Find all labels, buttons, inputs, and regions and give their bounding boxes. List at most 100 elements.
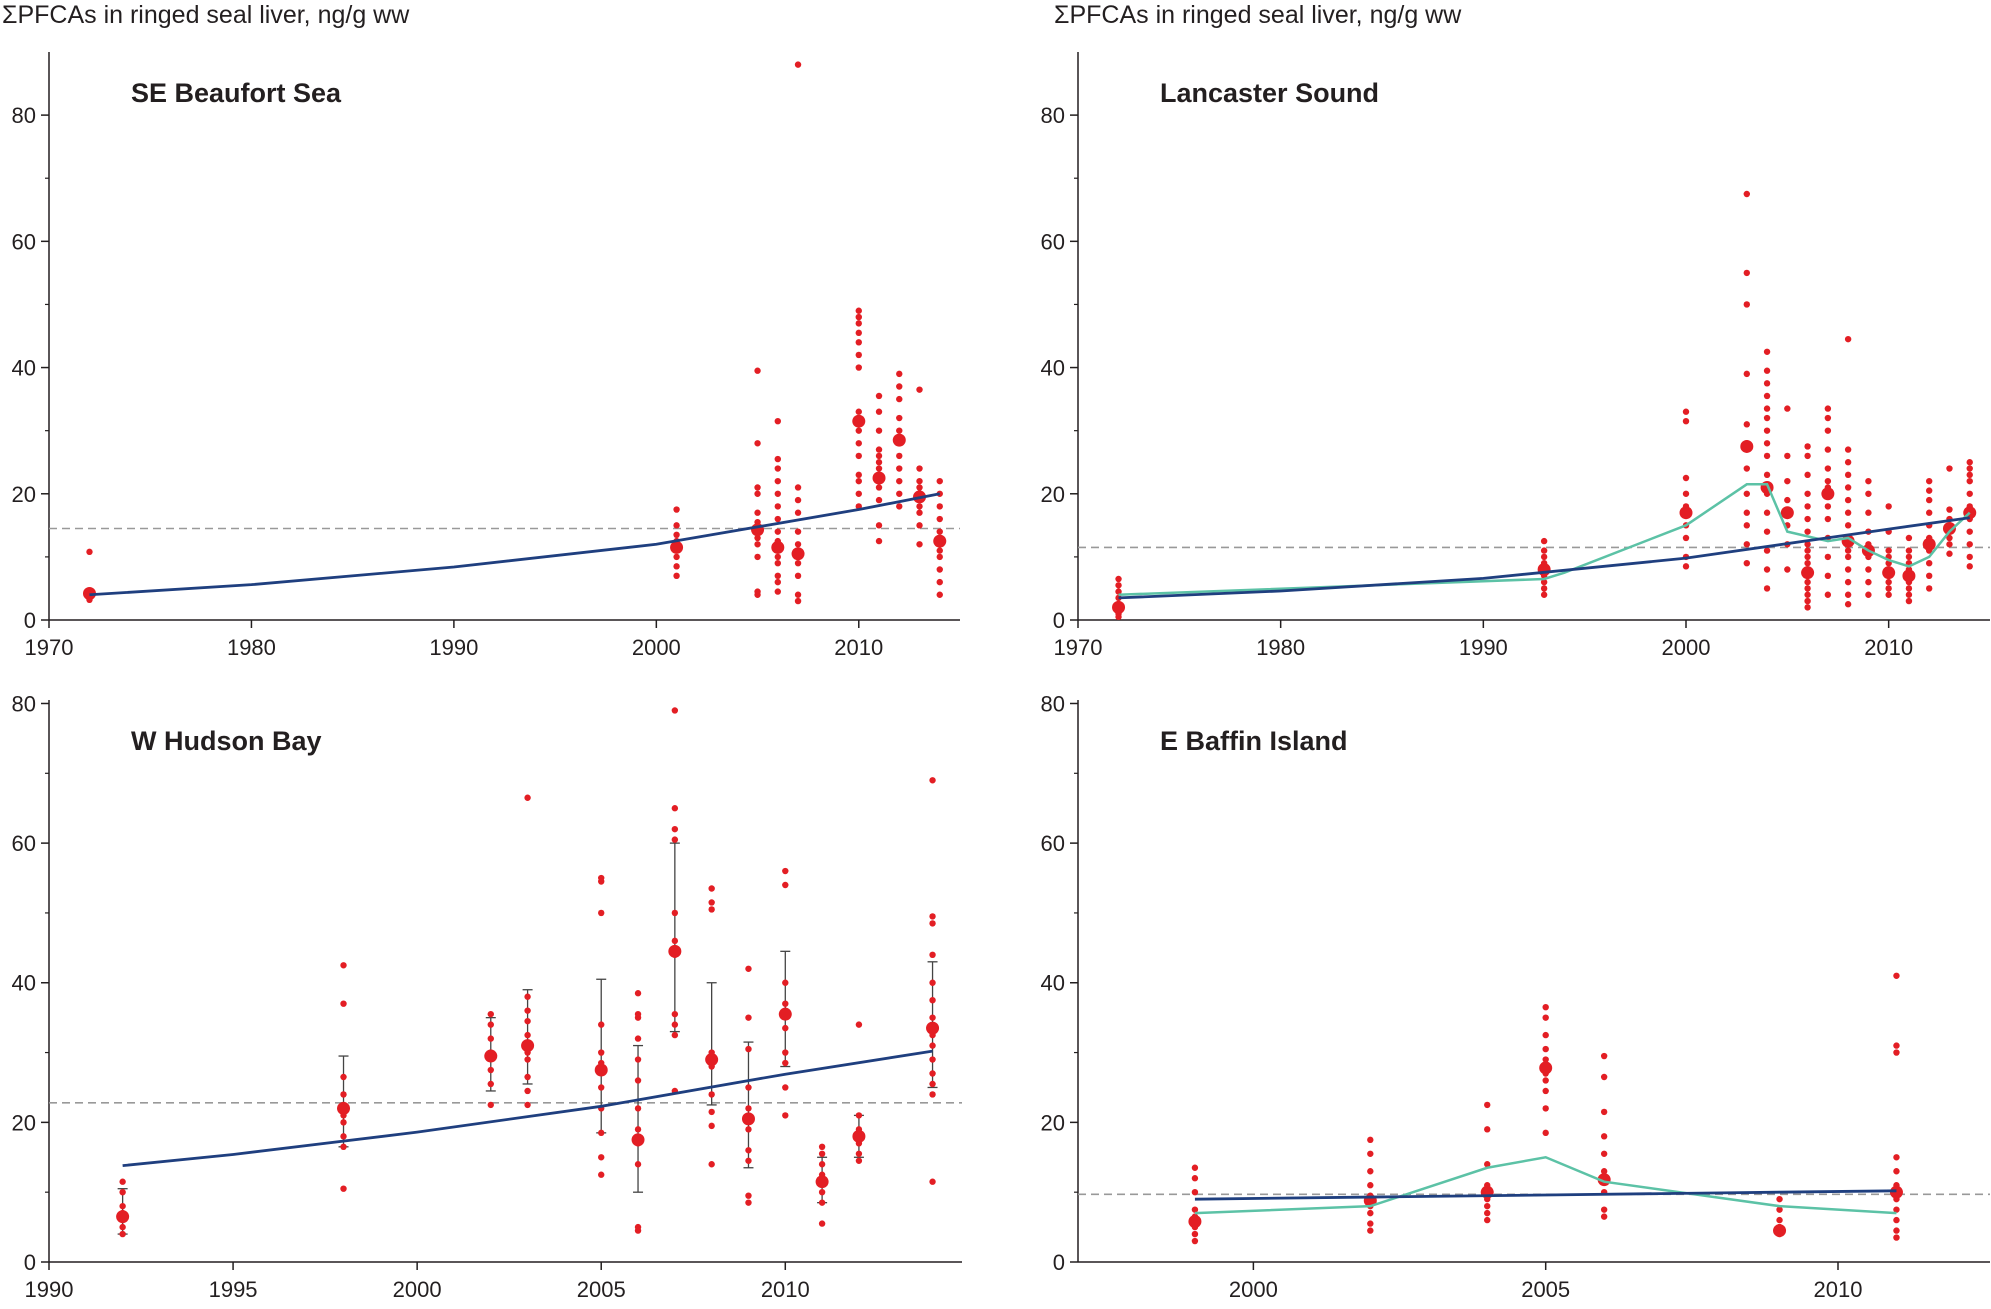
x-tick-label: 2000 [632,635,681,660]
data-point [1844,509,1852,516]
x-tick-label: 1990 [1459,635,1508,660]
data-point [598,1171,605,1178]
data-point [119,1202,126,1210]
data-point [1784,405,1791,412]
data-point [745,1105,752,1112]
data-point [1804,604,1811,611]
y-tick-label: 20 [12,1110,36,1135]
data-point [1763,348,1771,355]
median-point [1821,487,1835,501]
data-point [1804,452,1811,460]
data-point [1542,1014,1549,1021]
data-point [487,1021,494,1028]
data-point [1804,585,1811,592]
data-point [1946,506,1953,513]
data-point [1776,1206,1783,1213]
data-point [929,777,936,784]
data-point [929,979,936,986]
data-point [1484,1126,1491,1133]
data-point [1905,585,1913,592]
y-tick-label: 0 [1053,608,1065,633]
data-point [1776,1216,1783,1224]
data-point [1743,560,1751,567]
data-point [936,528,943,535]
data-point [1844,553,1852,561]
data-point [1885,585,1892,592]
median-point [1780,506,1794,520]
data-point [936,515,943,523]
data-point [929,996,936,1004]
panel-w-hudson-bay: 0 20 40 60 80 1990 1995 2000 2005 2010 W Hudson Ba… [12,691,962,1302]
median-point [631,1133,645,1147]
data-point [1926,487,1933,494]
data-point [634,1105,642,1112]
x-tick-label: 2005 [577,1277,626,1302]
data-point [524,1056,531,1063]
data-point [1763,405,1771,412]
data-point [745,1157,752,1164]
data-point [1540,591,1548,598]
data-point [782,881,789,889]
data-point [1804,515,1811,523]
panel-2-y-axis-title: ΣPFCAs in ringed seal liver, ng/g ww [1054,1,1462,29]
panel-title: SE Beaufort Sea [131,78,342,108]
median-point [1112,600,1126,614]
data-point [818,1188,826,1196]
data-point [1824,591,1832,598]
data-point [875,496,883,504]
data-point [855,1112,863,1119]
data-point [1865,591,1872,598]
data-point [1542,1003,1549,1011]
data-point [929,1070,936,1077]
data-point [1893,1206,1900,1213]
data-point [1926,509,1933,516]
log-linear-trend-line [122,1049,933,1168]
x-tick-label: 2010 [1814,1277,1863,1302]
data-point [1893,972,1900,979]
y-tick-label: 40 [12,971,36,996]
data-point [745,965,752,972]
data-point [671,1021,679,1028]
data-point [671,909,679,917]
data-point [774,578,781,586]
data-point [1600,1108,1608,1116]
data-point [1905,591,1913,598]
x-tick-label: 2000 [1229,1277,1278,1302]
data-point [1966,477,1973,485]
data-point [1763,509,1771,516]
data-point [1804,528,1811,535]
data-point [524,1031,531,1039]
data-point [1824,477,1832,485]
data-point [1905,534,1913,542]
data-point [929,1014,936,1021]
data-point [634,990,642,997]
data-point [916,386,923,393]
data-point [1682,490,1690,497]
data-point [855,1150,863,1157]
data-point [1743,421,1751,428]
median-point [1922,537,1936,551]
data-point [487,1066,494,1074]
data-point [896,503,903,510]
data-point [1926,572,1933,580]
data-point [1115,588,1122,595]
data-point [1885,547,1892,554]
data-point [1784,496,1791,504]
data-point [673,572,680,580]
data-point [936,553,943,561]
y-tick-label: 60 [12,831,36,856]
y-tick-label: 0 [1053,1250,1065,1275]
y-tick-label: 20 [1041,1110,1065,1135]
data-point [1824,503,1832,510]
y-tick-label: 60 [1041,831,1065,856]
data-point [1367,1168,1374,1175]
panel-title: W Hudson Bay [131,726,322,756]
data-point [1804,560,1811,567]
data-point [598,1049,605,1056]
data-point [782,867,789,875]
panel-e-baffin-island: 0 20 40 60 80 2000 2005 2010 E Baffin Island [1041,691,1990,1302]
data-point [119,1188,126,1196]
data-point [1484,1202,1491,1210]
data-point [1763,440,1771,447]
data-point [855,477,862,485]
